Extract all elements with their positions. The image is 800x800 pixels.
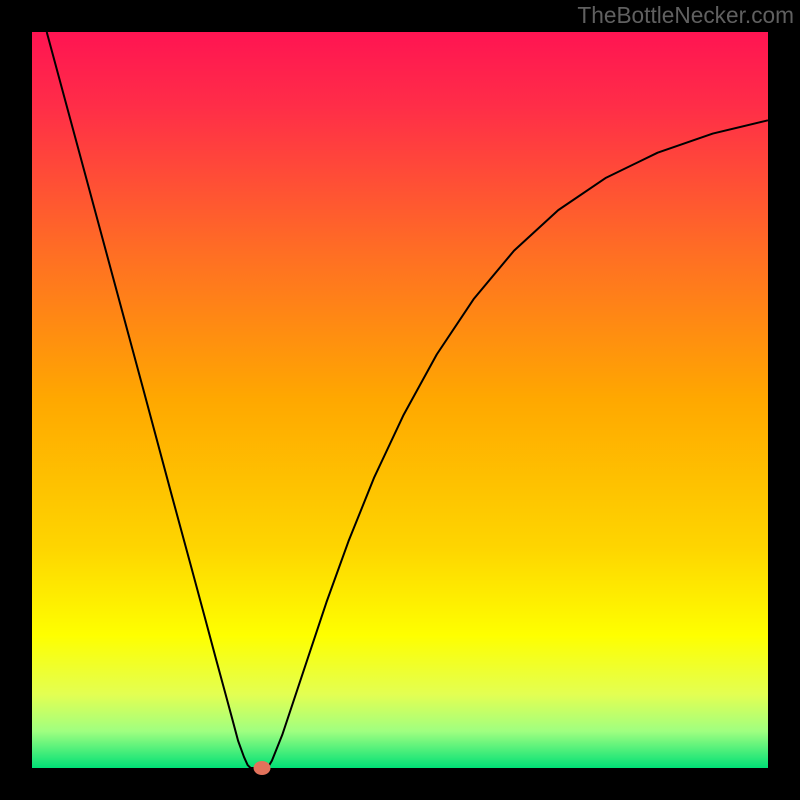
attribution-text: TheBottleNecker.com [577,2,794,28]
bottleneck-curve [0,0,800,800]
attribution-label: TheBottleNecker.com [577,2,794,29]
optimum-marker [253,761,270,775]
chart-frame: TheBottleNecker.com [0,0,800,800]
